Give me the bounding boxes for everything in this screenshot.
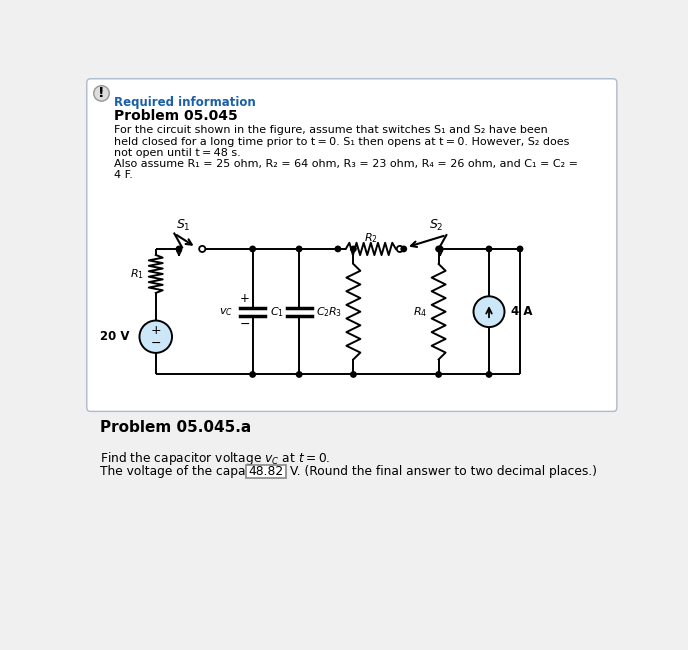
Text: Also assume R₁ = 25 ohm, R₂ = 64 ohm, R₃ = 23 ohm, R₄ = 26 ohm, and C₁ = C₂ =: Also assume R₁ = 25 ohm, R₂ = 64 ohm, R₃…	[114, 159, 578, 169]
Circle shape	[473, 296, 504, 327]
Text: The voltage of the capacitor is: The voltage of the capacitor is	[100, 465, 287, 478]
Circle shape	[436, 372, 441, 377]
Text: $S_2$: $S_2$	[429, 218, 444, 233]
Text: $R_4$: $R_4$	[413, 305, 427, 318]
Text: held closed for a long time prior to t = 0. S₁ then opens at t = 0. However, S₂ : held closed for a long time prior to t =…	[114, 136, 569, 146]
Circle shape	[297, 372, 302, 377]
Circle shape	[335, 246, 341, 252]
Circle shape	[517, 246, 523, 252]
Text: !: !	[98, 86, 105, 100]
Text: V. (Round the final answer to two decimal places.): V. (Round the final answer to two decima…	[290, 465, 596, 478]
Circle shape	[297, 246, 302, 252]
Circle shape	[94, 86, 109, 101]
Text: $R_1$: $R_1$	[130, 267, 144, 281]
Text: +: +	[240, 292, 250, 305]
Circle shape	[351, 372, 356, 377]
Circle shape	[140, 320, 172, 353]
Text: For the circuit shown in the figure, assume that switches S₁ and S₂ have been: For the circuit shown in the figure, ass…	[114, 125, 548, 135]
Text: 20 V: 20 V	[100, 330, 129, 343]
Circle shape	[401, 246, 407, 252]
Circle shape	[199, 246, 205, 252]
Circle shape	[176, 246, 182, 252]
Circle shape	[250, 246, 255, 252]
Text: 4 A: 4 A	[510, 306, 533, 318]
Text: $S_1$: $S_1$	[175, 218, 190, 233]
Text: Problem 05.045: Problem 05.045	[114, 109, 237, 124]
Text: 4 F.: 4 F.	[114, 170, 133, 180]
Circle shape	[486, 246, 492, 252]
Circle shape	[436, 246, 441, 252]
Circle shape	[438, 246, 443, 252]
Text: 48.82: 48.82	[248, 465, 283, 478]
Text: Problem 05.045.a: Problem 05.045.a	[100, 420, 251, 435]
Circle shape	[486, 372, 492, 377]
Text: −: −	[239, 318, 250, 332]
Text: not open until t = 48 s.: not open until t = 48 s.	[114, 148, 241, 158]
FancyBboxPatch shape	[87, 79, 617, 411]
Circle shape	[250, 372, 255, 377]
Text: $C_2$: $C_2$	[316, 305, 330, 318]
Circle shape	[397, 246, 403, 252]
Text: −: −	[151, 337, 161, 350]
Circle shape	[351, 246, 356, 252]
Text: $v_C$: $v_C$	[219, 306, 233, 318]
Text: Find the capacitor voltage $v_C$ at $t$ = 0.: Find the capacitor voltage $v_C$ at $t$ …	[100, 450, 330, 467]
Text: $R_3$: $R_3$	[327, 305, 342, 318]
Text: +: +	[151, 324, 161, 337]
Text: Required information: Required information	[114, 96, 256, 109]
Text: $R_2$: $R_2$	[364, 231, 378, 245]
Text: $C_1$: $C_1$	[270, 305, 283, 318]
FancyBboxPatch shape	[246, 465, 286, 478]
